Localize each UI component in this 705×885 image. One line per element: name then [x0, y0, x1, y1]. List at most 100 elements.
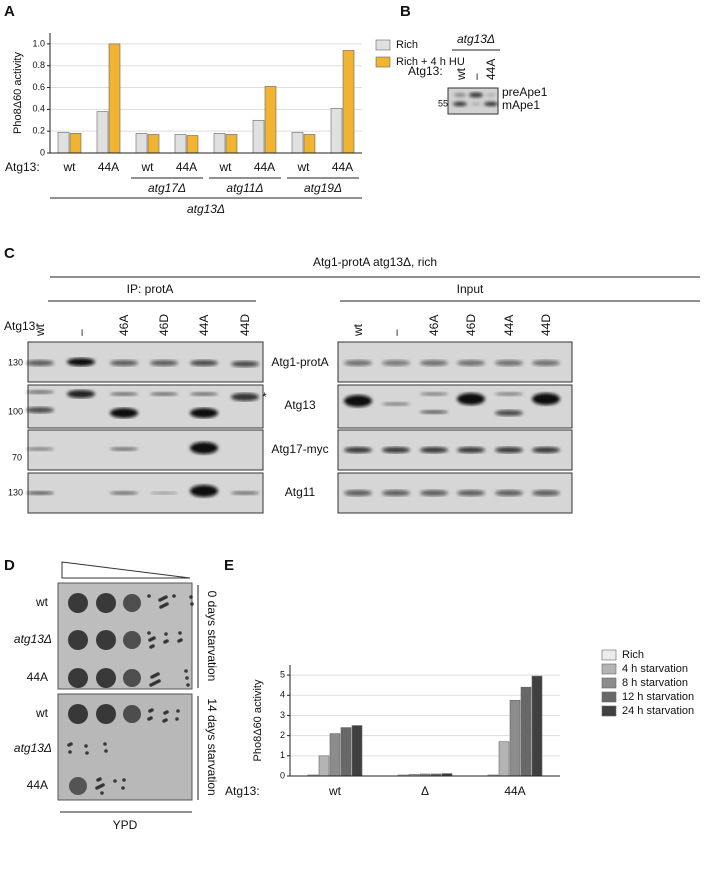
band [344, 447, 372, 453]
marker: 130 [8, 487, 23, 497]
band [26, 390, 54, 394]
lane-label: – [469, 73, 483, 80]
colony [68, 630, 88, 650]
band [110, 447, 138, 451]
band [532, 360, 560, 366]
band [420, 392, 448, 396]
lane-label: – [389, 329, 403, 336]
band [110, 491, 138, 495]
band [67, 358, 95, 366]
lane-prefix: Atg13: [408, 64, 443, 78]
bar [351, 725, 363, 777]
band [344, 490, 372, 496]
lane-label: 46D [464, 314, 478, 336]
blot [27, 384, 264, 429]
blot-b: atg13Δ Atg13: wt – 44A 55 preApe1 mApe1 [408, 32, 548, 115]
blot-c: Atg1-protA atg13Δ, rich IP: protA Input … [4, 255, 700, 514]
band [495, 490, 523, 496]
group-label: atg19Δ [304, 181, 342, 195]
colony [67, 743, 71, 747]
medium: YPD [113, 818, 138, 832]
colony [84, 744, 88, 748]
colony [189, 595, 193, 599]
band [150, 491, 178, 495]
band [457, 360, 485, 366]
band [67, 390, 95, 398]
blot-title: Atg1-protA atg13Δ, rich [313, 255, 437, 269]
colony [121, 786, 125, 790]
legend-label: Rich + 4 h HU [396, 56, 465, 68]
group-label: atg11Δ [226, 181, 263, 195]
colony [162, 719, 166, 723]
y-tick-label: 0 [280, 770, 285, 780]
y-tick-label: 1.0 [32, 38, 45, 48]
group-label: atg17Δ [148, 181, 186, 195]
row-label: Atg13 [284, 398, 316, 412]
colony [148, 709, 152, 713]
y-tick-label: 0.2 [32, 126, 45, 136]
bar [520, 686, 532, 777]
colony [172, 594, 176, 598]
lane-label: 44A [197, 315, 211, 336]
colony [123, 669, 141, 687]
blot [27, 341, 264, 383]
blot [27, 472, 264, 514]
x-tick-label: 44A [332, 160, 353, 174]
bar [342, 50, 355, 154]
colony [95, 786, 99, 790]
row-label: wt [35, 595, 49, 609]
colony [147, 594, 151, 598]
colony [149, 645, 153, 649]
band [495, 392, 523, 396]
lane-label: 44A [502, 315, 516, 336]
band [382, 447, 410, 453]
condition: 0 days starvation [205, 591, 219, 682]
band [495, 410, 523, 416]
panel-label: B [400, 3, 411, 20]
colony [100, 791, 104, 795]
lane-label: 44D [238, 314, 252, 336]
bar [57, 131, 70, 154]
y-tick-label: 3 [280, 710, 285, 720]
strain-label: atg13Δ [187, 202, 225, 216]
x-tick-label: wt [141, 160, 155, 174]
band [26, 407, 54, 413]
bar [531, 675, 543, 777]
row-label: 44A [27, 778, 48, 792]
band [150, 392, 178, 396]
bar [147, 134, 160, 154]
colony [149, 683, 153, 687]
legend-swatch [601, 691, 617, 703]
bar [96, 111, 109, 154]
blot [27, 429, 264, 471]
colony [175, 717, 179, 721]
row-label: atg13Δ [14, 741, 52, 755]
colony [96, 778, 100, 782]
legend-swatch [375, 39, 391, 51]
legend-swatch [601, 649, 617, 661]
colony [96, 668, 116, 688]
band-label: mApe1 [502, 98, 540, 112]
x-tick-label: wt [63, 160, 77, 174]
input-title: Input [457, 282, 484, 296]
legend-label: 8 h starvation [622, 677, 688, 689]
row-label: 44A [27, 670, 48, 684]
band [420, 490, 448, 496]
lane-label: 46A [117, 315, 131, 336]
row-label: atg13Δ [14, 632, 52, 646]
y-tick-label: 0 [40, 147, 45, 157]
bar [69, 133, 82, 154]
colony [68, 668, 88, 688]
band-label: preApe1 [502, 85, 548, 99]
bar [498, 741, 510, 777]
x-tick-label: 44A [254, 160, 275, 174]
x-prefix: Atg13: [5, 160, 40, 174]
bar [330, 107, 343, 154]
colony [123, 594, 141, 612]
band [457, 490, 485, 496]
blot-title: atg13Δ [457, 32, 495, 46]
legend-label: 24 h starvation [622, 705, 694, 717]
legend-swatch [601, 663, 617, 675]
band [110, 392, 138, 396]
